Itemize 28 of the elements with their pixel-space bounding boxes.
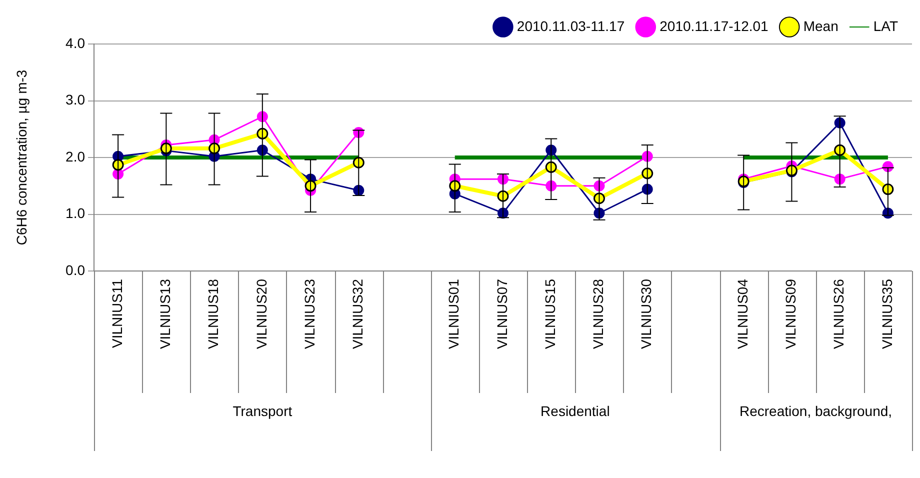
legend-label: 2010.11.03-11.17 [516,18,625,34]
x-tick-label: VILNIUS01 [446,278,462,350]
x-tick-label: VILNIUS09 [782,278,799,350]
x-tick-label: VILNIUS26 [830,278,847,350]
x-tick-label: VILNIUS28 [590,278,606,350]
legend-label: LAT [873,18,898,34]
text: Transport [232,402,292,419]
y-tick-label: 4.0 [66,34,86,51]
x-tick-label: VILNIUS04 [734,278,750,350]
legend-label: Mean [803,18,838,34]
x-tick-label: VILNIUS13 [157,278,174,350]
x-tick-label: VILNIUS20 [253,278,270,350]
legend-label: 2010.11.17-12.01 [660,18,769,34]
y-tick-label: 2.0 [66,148,86,164]
x-tick-label: VILNIUS30 [638,278,654,350]
x-tick-label: VILNIUS15 [542,278,558,350]
y-tick-label: 0.0 [66,262,86,278]
x-tick-label: VILNIUS35 [878,278,895,350]
x-tick-label: VILNIUS18 [205,278,222,350]
y-axis-title: C6H6 concentration, µg m-3 [13,70,30,246]
y-tick-label: 1.0 [66,205,86,222]
y-tick-label: 3.0 [66,92,86,108]
x-tick-label: VILNIUS11 [108,278,125,348]
text: Recreation, background, [739,402,892,419]
x-tick-label: VILNIUS23 [301,278,318,350]
x-tick-label: VILNIUS07 [494,278,510,350]
text: Residential [540,402,610,419]
x-tick-label: VILNIUS32 [350,278,366,350]
